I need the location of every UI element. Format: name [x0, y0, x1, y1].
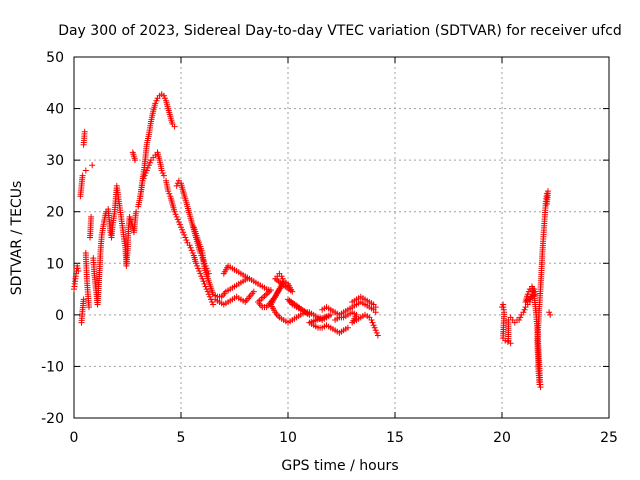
data-point	[200, 278, 207, 285]
data-point	[543, 201, 550, 207]
data-point	[82, 167, 89, 174]
data-point	[180, 229, 187, 236]
data-point	[75, 268, 82, 274]
data-point	[373, 329, 380, 336]
data-point	[159, 170, 166, 176]
data-point	[182, 234, 189, 241]
data-point	[210, 301, 217, 308]
plot-frame	[73, 56, 610, 419]
data-point	[197, 270, 204, 277]
data-point	[524, 291, 531, 298]
data-point	[198, 273, 205, 280]
data-point	[537, 384, 544, 391]
y-tick-label: 30	[46, 153, 64, 169]
data-point	[374, 332, 381, 339]
data-point	[152, 100, 159, 107]
data-point	[278, 273, 285, 280]
data-point	[516, 317, 523, 323]
data-point	[195, 265, 202, 272]
data-points	[71, 91, 554, 391]
data-point	[74, 265, 81, 272]
x-tick-label: 10	[279, 430, 297, 446]
axis-ticks: 0 5 10 15 20 25 -20 -10 0 10 20 30 40 50	[41, 50, 618, 446]
data-point	[344, 324, 351, 331]
y-tick-label: 10	[46, 256, 64, 272]
data-point	[520, 309, 527, 316]
data-point	[201, 280, 208, 287]
data-point	[172, 211, 179, 218]
data-point	[160, 172, 167, 179]
data-point	[171, 208, 178, 215]
data-point	[250, 288, 257, 295]
x-tick-label: 25	[600, 430, 618, 446]
data-point	[186, 242, 193, 249]
data-point	[81, 128, 88, 135]
y-tick-label: -20	[41, 411, 64, 427]
data-point	[147, 159, 153, 166]
data-point	[183, 237, 190, 244]
data-point	[370, 322, 377, 329]
data-point	[181, 231, 188, 238]
data-point	[204, 288, 211, 295]
data-point	[171, 123, 178, 130]
data-point	[196, 268, 203, 274]
data-point	[132, 157, 138, 164]
data-point	[369, 319, 376, 326]
y-tick-label: 50	[46, 50, 64, 66]
data-point	[176, 221, 183, 228]
data-point	[372, 309, 379, 316]
x-tick-label: 0	[70, 430, 79, 446]
data-point	[160, 92, 167, 99]
data-point	[174, 216, 181, 223]
y-axis-label: SDTVAR / TECUs	[9, 181, 25, 296]
data-point	[127, 216, 134, 223]
data-point	[88, 213, 95, 220]
chart-title: Day 300 of 2023, Sidereal Day-to-day VTE…	[58, 23, 622, 39]
data-point	[86, 304, 92, 311]
x-tick-label: 5	[177, 430, 186, 446]
y-tick-label: 40	[46, 102, 64, 118]
data-point	[193, 260, 199, 267]
data-point	[372, 304, 379, 311]
data-point	[175, 219, 182, 225]
data-point	[368, 317, 375, 323]
data-point	[546, 309, 553, 316]
data-point	[165, 188, 172, 195]
data-point	[80, 296, 87, 303]
y-tick-label: -10	[41, 359, 64, 375]
x-tick-label: 15	[386, 430, 404, 446]
data-point	[89, 162, 96, 169]
data-point	[133, 208, 140, 215]
data-point	[79, 172, 86, 179]
data-point	[188, 247, 195, 254]
x-axis-label: GPS time / hours	[281, 458, 398, 474]
data-point	[547, 311, 554, 318]
y-tick-label: 20	[46, 205, 64, 221]
data-point	[372, 327, 379, 334]
data-point	[187, 244, 194, 251]
data-point	[173, 182, 180, 189]
data-point	[178, 224, 184, 231]
data-point	[521, 306, 528, 313]
data-point	[206, 293, 213, 300]
x-tick-label: 20	[493, 430, 511, 446]
y-tick-label: 0	[55, 308, 64, 324]
